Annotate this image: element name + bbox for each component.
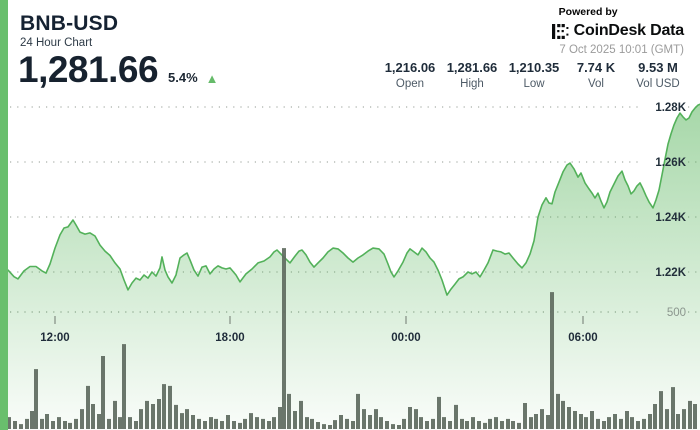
coindesk-logo-icon (551, 23, 569, 39)
price-area-fill (8, 104, 700, 430)
stat-low-value: 1,210.35 (508, 60, 560, 75)
stat-low-label: Low (523, 78, 545, 90)
price-axis-label: 1.26K (655, 157, 686, 169)
price-line (7, 103, 700, 296)
stats-row: 1,216.06 Open 1,281.66 High 1,210.35 Low… (379, 60, 689, 90)
volume-axis-label: 500 (667, 307, 686, 319)
volume-bars (7, 248, 697, 429)
stat-high-label: High (460, 78, 484, 90)
time-axis: 12:00 18:00 00:00 06:00 (40, 316, 598, 344)
powered-by-block: Powered by CoinDesk Data 7 Oct 2025 10:0… (551, 6, 685, 56)
timestamp: 7 Oct 2025 10:01 (GMT) (559, 44, 684, 56)
price-axis-labels: 1.28K 1.26K 1.24K 1.22K 500 (655, 102, 686, 319)
stat-high-value: 1,281.66 (446, 60, 498, 75)
price-axis-label: 1.22K (655, 267, 686, 279)
stat-low: 1,210.35 Low (503, 60, 565, 90)
price-up-triangle-icon: ▲ (205, 70, 219, 86)
stat-open-value: 1,216.06 (384, 60, 436, 75)
time-axis-label: 00:00 (391, 332, 420, 344)
current-price-row: 1,281.66 5.4% ▲ (18, 49, 219, 91)
time-axis-label: 12:00 (40, 332, 69, 344)
header: BNB-USD 24 Hour Chart (20, 12, 118, 49)
accent-bar (0, 0, 8, 430)
change-percent: 5.4% (168, 69, 198, 85)
stat-vol-usd-label: Vol USD (636, 78, 680, 90)
price-axis-label: 1.28K (655, 102, 686, 114)
time-axis-label: 06:00 (568, 332, 597, 344)
brand-name: CoinDesk Data (573, 22, 685, 39)
brand-row: CoinDesk Data (551, 22, 685, 40)
time-axis-label: 18:00 (215, 332, 244, 344)
stat-vol-value: 7.74 K (576, 60, 616, 75)
stat-vol-usd: 9.53 M Vol USD (627, 60, 689, 90)
stat-vol: 7.74 K Vol (565, 60, 627, 90)
powered-by-label: Powered by (558, 6, 618, 18)
price-axis-label: 1.24K (655, 212, 686, 224)
chart-subtitle: 24 Hour Chart (20, 37, 93, 50)
stat-open: 1,216.06 Open (379, 60, 441, 90)
stat-vol-usd-value: 9.53 M (638, 60, 678, 75)
pair-title: BNB-USD (20, 12, 119, 35)
current-price: 1,281.66 (18, 49, 159, 90)
stat-open-label: Open (395, 78, 425, 90)
stat-vol-label: Vol (588, 78, 604, 90)
stat-high: 1,281.66 High (441, 60, 503, 90)
